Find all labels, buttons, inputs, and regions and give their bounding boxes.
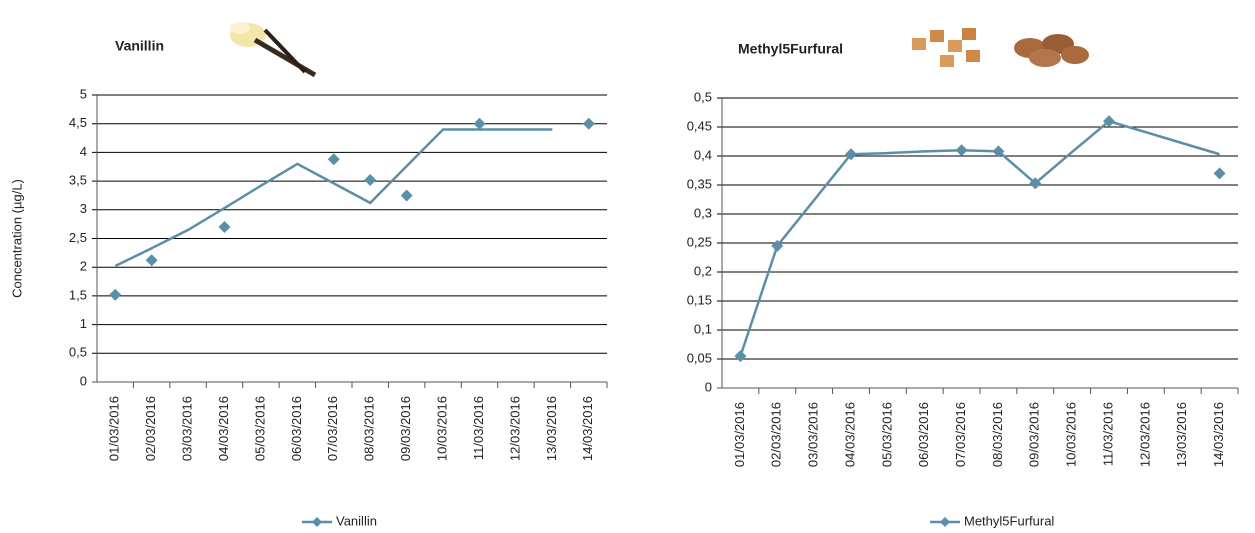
y-tick-label: 4,5	[69, 115, 87, 130]
y-tick-label: 3,5	[69, 173, 87, 188]
data-point	[582, 117, 595, 130]
y-tick-label: 0,15	[687, 292, 712, 307]
data-point	[364, 173, 377, 186]
y-tick-label: 0,35	[687, 176, 712, 191]
data-point	[1029, 177, 1042, 190]
data-point	[1103, 115, 1115, 128]
x-tick-label: 06/03/2016	[289, 396, 304, 461]
data-point	[400, 189, 413, 202]
data-point	[145, 254, 158, 267]
y-tick-label: 5	[80, 86, 87, 101]
y-tick-label: 3	[80, 201, 87, 216]
data-point	[771, 239, 784, 252]
y-axis-label: Concentration (µg/L)	[9, 179, 24, 298]
chart-title: Methyl5Furfural	[738, 41, 843, 57]
x-tick-label: 12/03/2016	[1137, 402, 1152, 467]
x-tick-label: 12/03/2016	[507, 396, 522, 461]
x-tick-label: 01/03/2016	[732, 402, 747, 467]
data-point	[218, 221, 231, 234]
legend-marker	[312, 517, 322, 527]
x-tick-label: 11/03/2016	[1100, 402, 1115, 466]
x-tick-label: 03/03/2016	[180, 396, 195, 461]
x-tick-label: 14/03/2016	[1211, 402, 1226, 467]
x-tick-label: 14/03/2016	[580, 396, 595, 461]
y-tick-label: 0,4	[694, 147, 712, 162]
y-tick-label: 0	[705, 379, 712, 394]
y-tick-label: 2	[80, 259, 87, 274]
legend-label: Methyl5Furfural	[964, 513, 1054, 528]
y-tick-label: 0,1	[694, 321, 712, 336]
data-point	[955, 144, 968, 157]
x-tick-label: 13/03/2016	[544, 396, 559, 461]
data-point	[734, 350, 747, 363]
data-point	[992, 145, 1005, 158]
y-tick-label: 4	[80, 144, 87, 159]
x-tick-label: 04/03/2016	[216, 396, 231, 461]
y-tick-label: 0,5	[694, 89, 712, 104]
vanilla-icon	[230, 22, 317, 78]
caramel-icon	[912, 28, 1089, 67]
x-tick-label: 08/03/2016	[362, 396, 377, 461]
x-tick-label: 02/03/2016	[143, 396, 158, 461]
legend-label: Vanillin	[336, 513, 377, 528]
x-tick-label: 09/03/2016	[1027, 402, 1042, 467]
y-tick-label: 0,25	[687, 234, 712, 249]
x-tick-label: 05/03/2016	[879, 402, 894, 467]
data-point	[1213, 167, 1226, 180]
data-point	[473, 117, 486, 130]
y-tick-label: 0	[80, 373, 87, 388]
legend-marker	[940, 517, 950, 527]
y-tick-label: 0,45	[687, 118, 712, 133]
y-tick-label: 0,5	[69, 345, 87, 360]
y-tick-label: 0,05	[687, 350, 712, 365]
y-tick-label: 2,5	[69, 230, 87, 245]
x-tick-label: 04/03/2016	[842, 402, 857, 467]
series-line	[739, 119, 1220, 357]
y-tick-label: 0,3	[694, 205, 712, 220]
x-tick-label: 06/03/2016	[916, 402, 931, 467]
x-tick-label: 08/03/2016	[990, 402, 1005, 467]
x-tick-label: 09/03/2016	[398, 396, 413, 461]
y-tick-label: 0,2	[694, 263, 712, 278]
x-tick-label: 03/03/2016	[806, 402, 821, 467]
x-tick-label: 02/03/2016	[769, 402, 784, 467]
series-line	[114, 128, 553, 268]
x-tick-label: 11/03/2016	[471, 396, 486, 460]
y-tick-label: 1	[80, 316, 87, 331]
data-point	[109, 288, 122, 301]
chart-title: Vanillin	[115, 38, 164, 54]
x-tick-label: 01/03/2016	[107, 396, 122, 461]
x-tick-label: 13/03/2016	[1174, 402, 1189, 467]
data-point	[327, 153, 340, 166]
x-tick-label: 05/03/2016	[252, 396, 267, 461]
x-tick-label: 10/03/2016	[435, 396, 450, 461]
x-tick-label: 10/03/2016	[1064, 402, 1079, 467]
x-tick-label: 07/03/2016	[325, 396, 340, 461]
x-tick-label: 07/03/2016	[953, 402, 968, 467]
y-tick-label: 1,5	[69, 287, 87, 302]
data-point	[845, 148, 857, 161]
